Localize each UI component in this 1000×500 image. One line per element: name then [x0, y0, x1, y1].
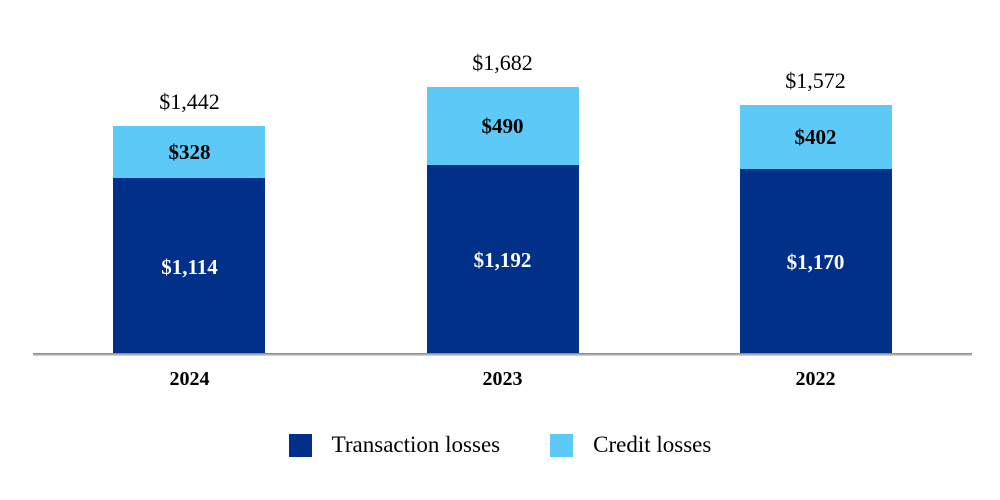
- bar-group-2023: $1,682 $490 $1,192: [426, 50, 579, 356]
- legend-label: Credit losses: [593, 432, 712, 457]
- bar-2024: $328 $1,114: [113, 126, 266, 356]
- segment-transaction-losses: $1,192: [426, 165, 579, 356]
- bar-group-2022: $1,572 $402 $1,170: [739, 68, 892, 356]
- plot-area: $1,442 $328 $1,114 $1,682 $490 $1,192 $1,572 $4…: [33, 0, 972, 356]
- segment-credit-losses: $328: [113, 126, 266, 178]
- legend-item-transaction-losses: Transaction losses: [288, 432, 501, 458]
- segment-value-label: $1,170: [786, 250, 845, 274]
- x-tick-label-2024: 2024: [169, 368, 210, 390]
- legend-swatch-credit-losses: [550, 433, 574, 457]
- bar-total-label: $1,682: [472, 50, 533, 75]
- bar-total-label: $1,442: [159, 89, 220, 114]
- x-tick-label-2023: 2023: [482, 368, 523, 390]
- segment-transaction-losses: $1,114: [113, 178, 266, 356]
- x-axis-labels: 2024 2023 2022: [33, 368, 972, 394]
- x-tick-label-2022: 2022: [795, 368, 836, 390]
- bar-total-label: $1,572: [785, 68, 846, 93]
- bar-group-2024: $1,442 $328 $1,114: [113, 89, 266, 356]
- legend-swatch-transaction-losses: [288, 433, 312, 457]
- segment-value-label: $1,192: [473, 248, 532, 272]
- segment-credit-losses: $402: [739, 105, 892, 169]
- segment-value-label: $490: [481, 113, 524, 138]
- segment-credit-losses: $490: [426, 87, 579, 165]
- segment-value-label: $328: [168, 139, 211, 164]
- legend-item-credit-losses: Credit losses: [550, 432, 711, 458]
- legend-label: Transaction losses: [331, 432, 501, 457]
- segment-value-label: $1,114: [161, 254, 218, 279]
- bar-2022: $402 $1,170: [739, 105, 892, 356]
- segment-value-label: $402: [794, 124, 837, 149]
- segment-transaction-losses: $1,170: [739, 169, 892, 356]
- x-axis-line: [33, 353, 972, 356]
- legend: Transaction losses Credit losses: [0, 432, 1000, 458]
- bar-2023: $490 $1,192: [426, 87, 579, 356]
